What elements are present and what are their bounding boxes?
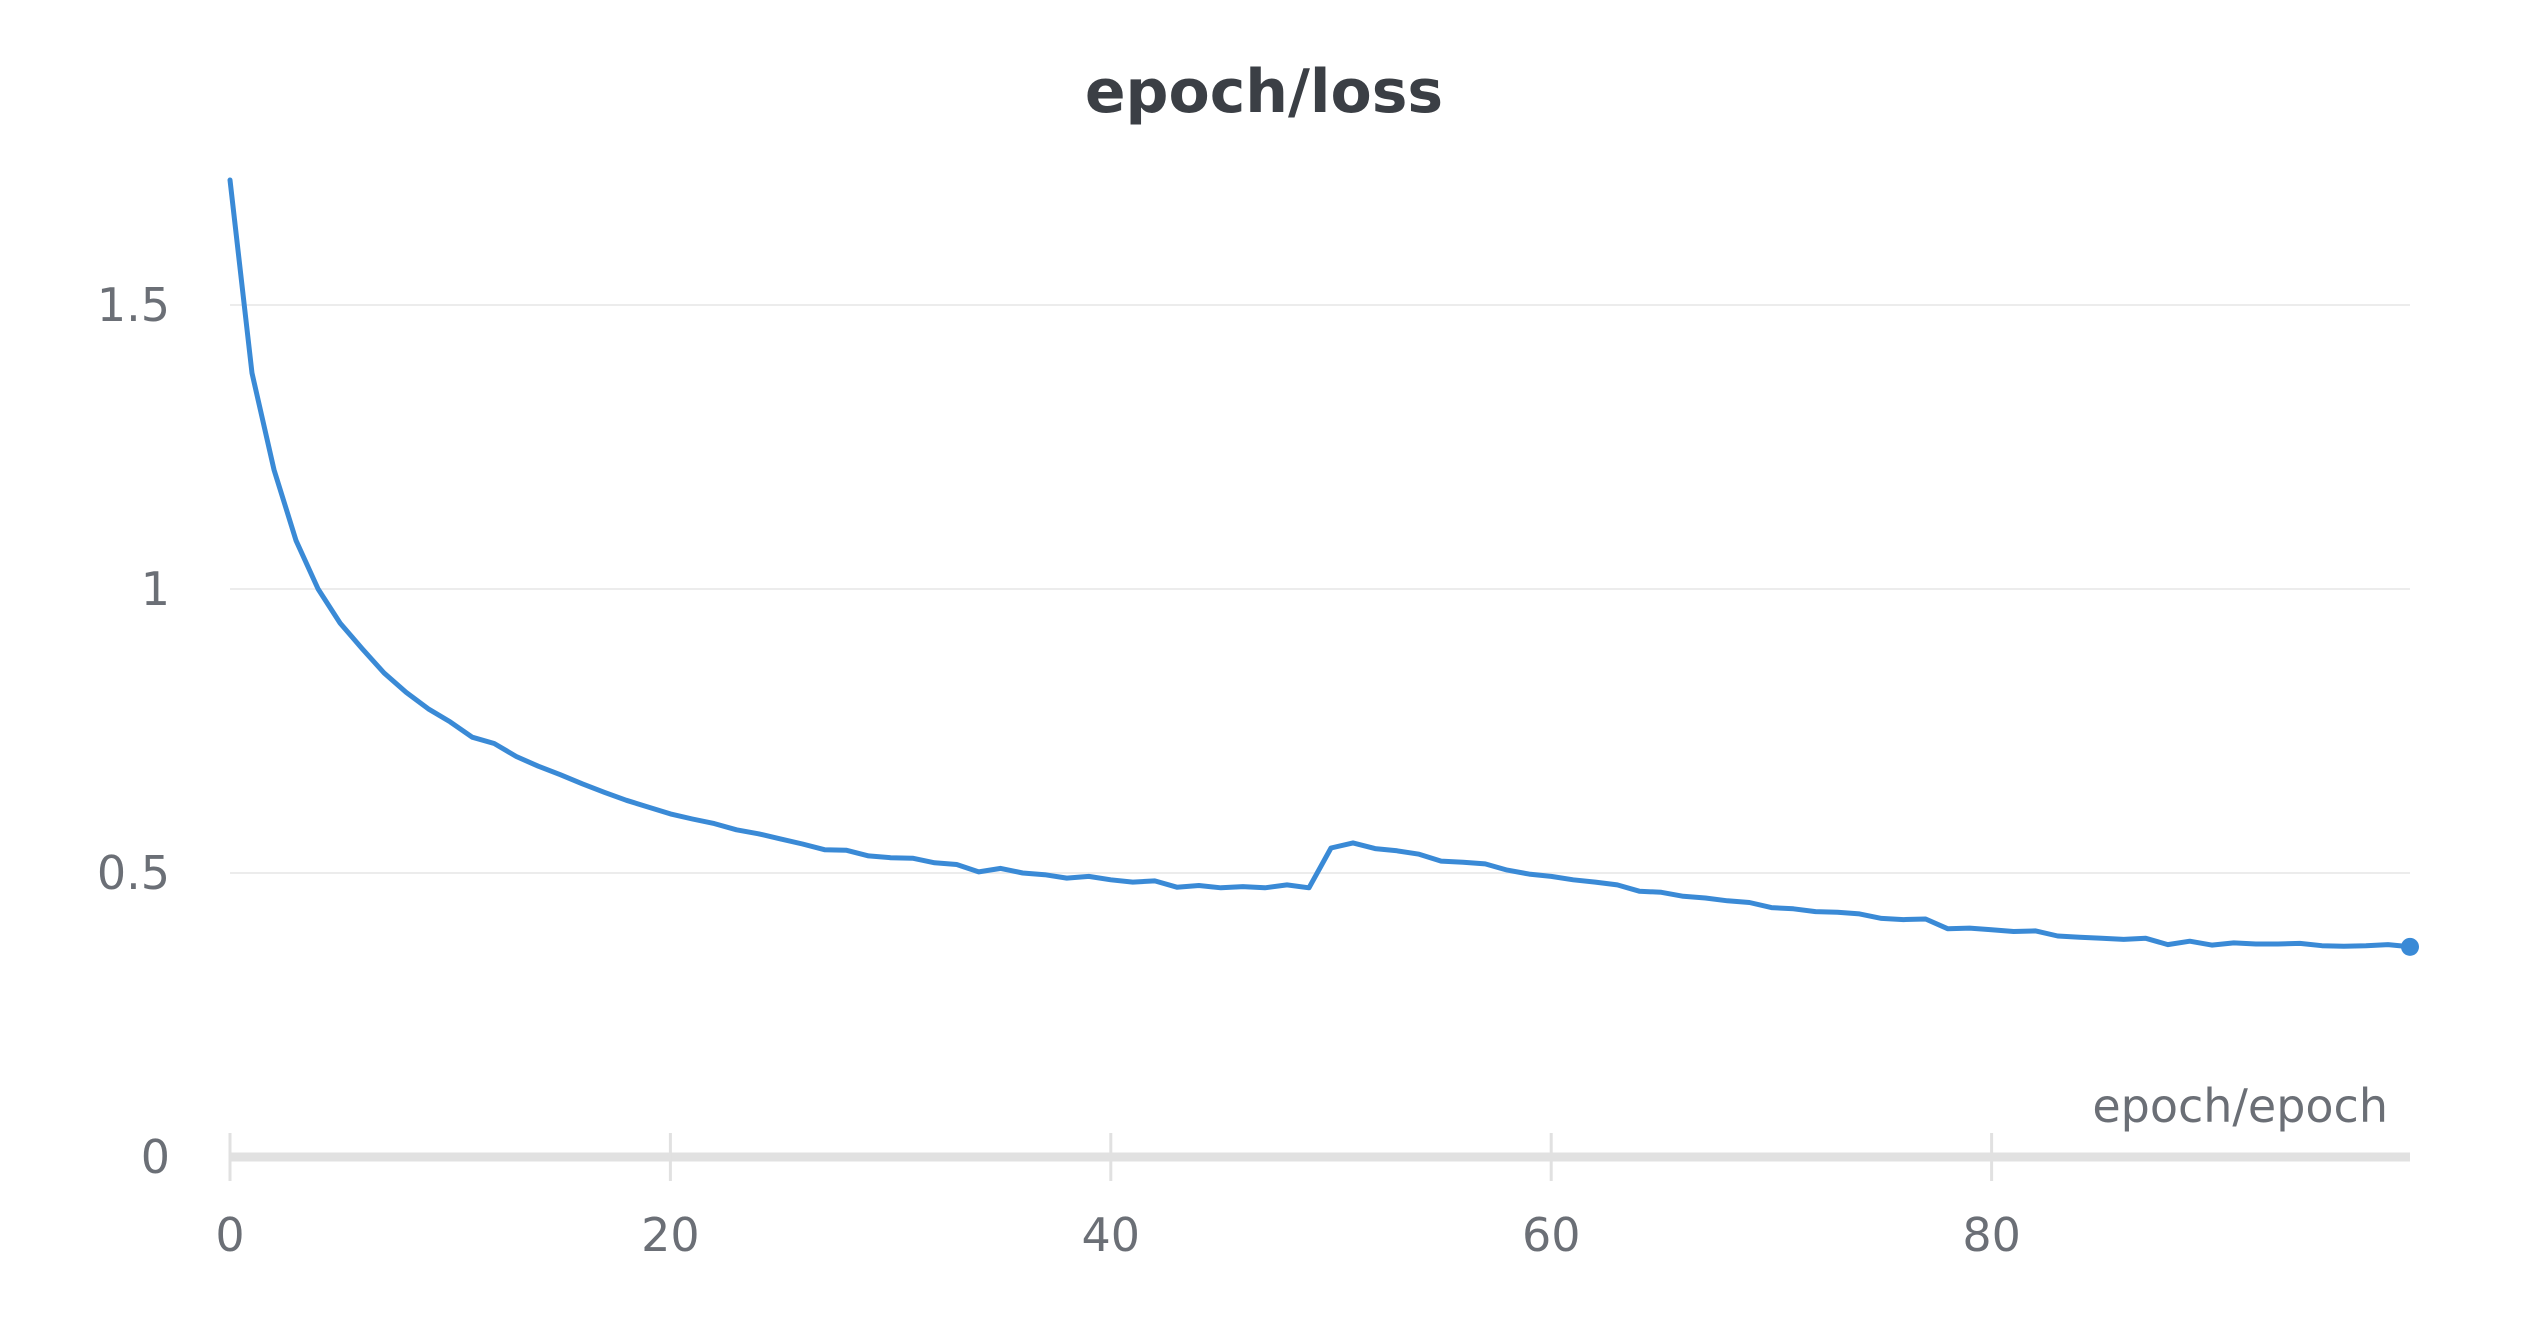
y-tick-label: 1	[141, 562, 170, 616]
y-tick-label: 0.5	[97, 846, 170, 900]
x-tick-label: 60	[1522, 1208, 1581, 1262]
x-axis-label: epoch/epoch	[2092, 1079, 2388, 1133]
x-tick-label: 80	[1962, 1208, 2021, 1262]
x-tick-label: 20	[641, 1208, 700, 1262]
y-tick-label: 0	[141, 1130, 170, 1184]
axis-layer	[228, 1133, 2410, 1181]
series-end-point	[2401, 937, 2419, 956]
chart-title: epoch/loss	[1084, 57, 1444, 127]
loss-series-line	[227, 177, 2413, 950]
label-layer: 0 0.5 1 1.5 0 20 40 60 80 epoch/epoch	[97, 278, 2388, 1262]
line-layer	[227, 177, 2419, 956]
x-tick-label: 0	[215, 1208, 244, 1262]
grid-layer	[230, 303, 2410, 874]
y-tick-label: 1.5	[97, 278, 170, 332]
x-tick-label: 40	[1082, 1208, 1141, 1262]
